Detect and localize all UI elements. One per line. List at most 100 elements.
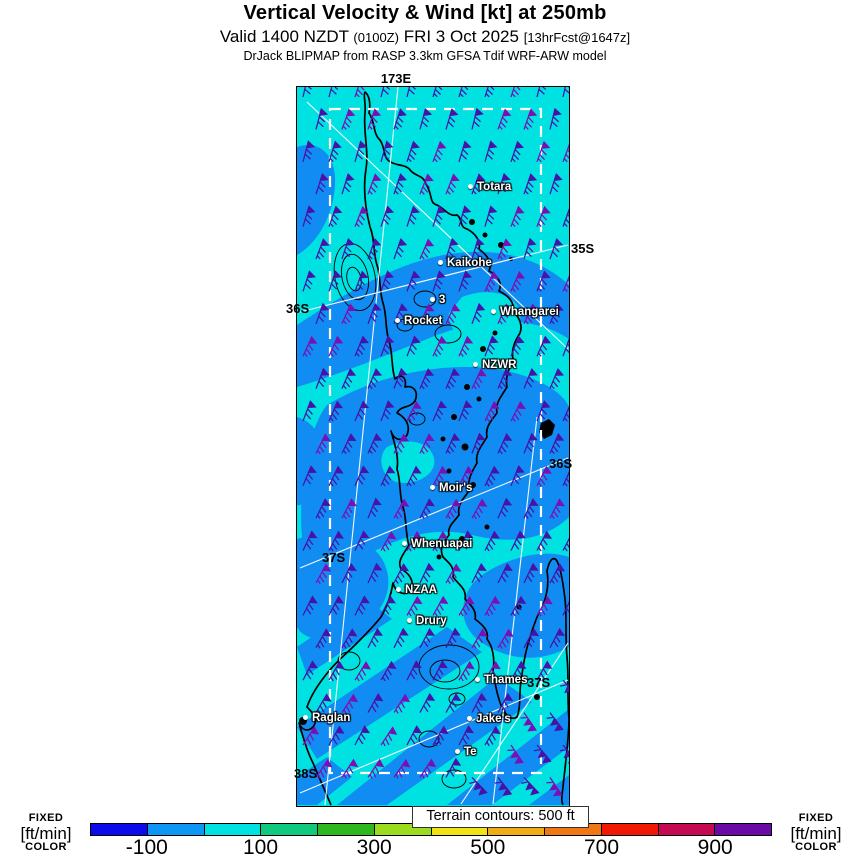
wind-barb [406, 465, 422, 487]
wind-barb [494, 777, 513, 796]
place-dot [475, 677, 480, 682]
colorbar-segment [658, 824, 716, 835]
place-label-drury: Drury [407, 615, 447, 627]
wind-barb [549, 432, 565, 455]
wind-barb [523, 108, 538, 130]
valid-prefix: Valid 1400 NZDT [219, 27, 349, 46]
wind-barb [510, 270, 526, 293]
wind-barb [315, 238, 330, 260]
wind-barb [471, 432, 486, 454]
wind-barb [562, 400, 569, 422]
wind-barb [328, 530, 344, 552]
place-name: Totara [477, 181, 512, 193]
wind-barb [315, 302, 330, 325]
colorbar-tick: 900 [697, 836, 733, 859]
wind-barb [315, 173, 329, 195]
place-name: Rocket [404, 315, 443, 327]
wind-barb [562, 465, 569, 487]
wind-barb [302, 400, 317, 422]
wind-barb [432, 400, 448, 422]
wind-barb [380, 660, 397, 682]
graticule-label: 36S [286, 301, 310, 316]
place-dot [407, 618, 412, 623]
wind-barb [432, 595, 449, 617]
place-name: Jake's [476, 713, 511, 725]
colorbar-tick: 100 [242, 836, 279, 859]
wind-barb [523, 498, 539, 519]
wind-barb [406, 205, 420, 227]
forecast-map [296, 86, 570, 807]
wind-barb [458, 725, 475, 746]
wind-barb [497, 433, 513, 455]
place-dot [430, 485, 435, 490]
colorbar-units-left: FIXED [ft/min] COLOR [8, 812, 84, 854]
wind-barb [523, 628, 540, 649]
wind-barb [432, 140, 447, 163]
wind-barb [354, 140, 368, 162]
wind-barb [406, 335, 421, 357]
wind-barb [367, 368, 383, 390]
wind-barb [510, 140, 525, 163]
wind-barb [419, 562, 435, 584]
wind-barb [536, 660, 553, 682]
place-dot [395, 318, 400, 323]
place-name: Kaikohe [447, 257, 492, 269]
wind-barb [315, 107, 329, 130]
wind-barb [445, 757, 462, 778]
wind-barb [432, 465, 448, 487]
wind-barb [380, 726, 398, 747]
colorbar-color-label: COLOR [795, 841, 837, 854]
wind-barb [328, 87, 339, 98]
wind-barb [419, 368, 435, 390]
wind-barb [341, 303, 357, 325]
wind-barb [367, 302, 382, 325]
wind-barb [510, 530, 526, 551]
wind-barb [445, 498, 462, 520]
wind-barb [432, 335, 448, 357]
colorbar-tick: 700 [583, 836, 620, 859]
colorbar-segment [601, 824, 659, 835]
wind-barb [432, 270, 446, 292]
wind-barb [546, 712, 564, 732]
graticule-label: 36S [549, 456, 573, 471]
wind-barb [393, 367, 408, 389]
wind-barb [354, 205, 369, 228]
wind-barb [406, 595, 423, 617]
wind-barb [315, 758, 333, 779]
place-label-whangarei: Whangarei [491, 306, 559, 318]
wind-barb [380, 595, 396, 616]
wind-barb [549, 367, 564, 390]
wind-barb [484, 595, 501, 617]
wind-barb [445, 303, 461, 325]
wind-barb [523, 237, 537, 260]
wind-barb [510, 401, 526, 422]
wind-barb [419, 498, 435, 520]
wind-barb [341, 108, 356, 130]
wind-barb [445, 627, 461, 649]
wind-barb [497, 303, 513, 325]
wind-barb [497, 692, 514, 713]
wind-barb [380, 335, 395, 357]
wind-barb [445, 237, 459, 260]
wind-barb [471, 302, 486, 325]
wind-barb [562, 270, 569, 292]
colorbar-segment [488, 824, 545, 835]
wind-barb [367, 497, 382, 519]
wind-barb [469, 776, 488, 796]
wind-barb [341, 433, 357, 455]
wind-barb [523, 173, 538, 195]
wind-barb [367, 173, 382, 195]
wind-barb [458, 465, 474, 487]
colorbar-segment [374, 824, 432, 835]
wind-barb [354, 595, 370, 616]
colorbar-segment [204, 824, 262, 835]
wind-barb [536, 87, 547, 98]
wind-barb [510, 335, 525, 357]
wind-barb [393, 433, 410, 455]
wind-barb [562, 335, 569, 357]
wind-barb [406, 87, 416, 98]
colorbar-segment [431, 824, 489, 835]
model-line: DrJack BLIPMAP from RASP 3.3km GFSA Tdif… [243, 49, 607, 63]
place-name: NZAA [405, 584, 437, 596]
